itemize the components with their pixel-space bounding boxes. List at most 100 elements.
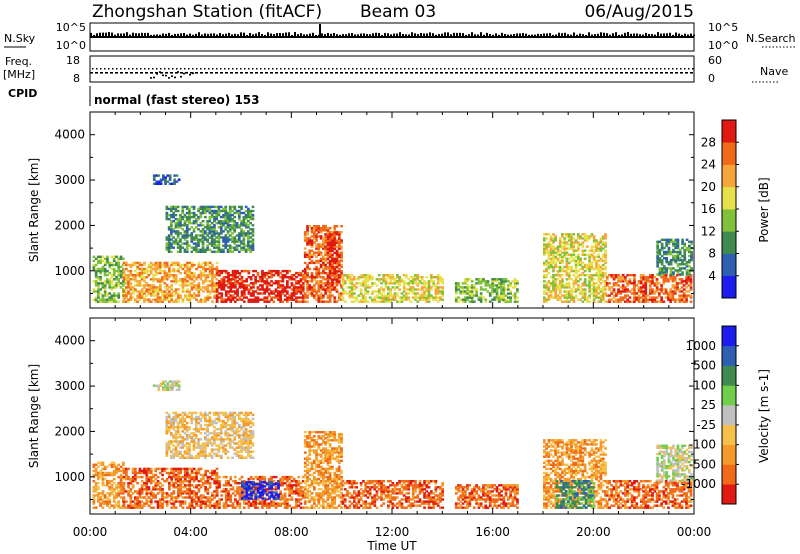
echo-cell [658,257,662,260]
echo-cell [288,278,291,281]
echo-cell [608,286,611,289]
echo-cell [547,241,551,244]
echo-cell [380,300,383,303]
echo-cell [646,276,650,279]
echo-cell [217,220,221,223]
echo-cell [152,176,156,179]
echo-cell [115,465,118,469]
echo-cell [592,257,596,260]
echo-cell [231,294,235,297]
nsky-bar [252,34,254,36]
nave-dot [690,72,693,74]
echo-cell [154,488,158,491]
echo-cell [251,232,255,235]
echo-cell [122,502,126,505]
echo-cell [236,294,239,297]
echo-cell [251,228,255,231]
echo-cell [493,298,497,301]
echo-cell [656,265,659,268]
echo-cell [350,284,354,287]
echo-cell [683,252,687,256]
echo-cell [183,242,187,245]
echo-cell [131,486,135,489]
echo-cell [174,226,178,229]
echo-cell [238,215,241,219]
echo-cell [667,238,671,241]
echo-cell [190,215,194,219]
nsky-bar [201,34,203,36]
echo-cell [140,490,144,493]
echo-cell [653,298,657,301]
echo-cell [608,298,611,301]
echo-cell [101,471,105,475]
echo-cell [669,250,673,254]
echo-cell [245,286,248,289]
freq-dot [644,68,646,70]
echo-cell [279,296,282,299]
echo-cell [328,227,332,230]
echo-cell [556,274,560,277]
echo-cell [244,224,248,227]
nave-dot [310,72,313,74]
echo-cell [409,288,413,291]
freq-dot [296,68,298,70]
echo-cell [579,235,582,238]
echo-cell [565,271,569,275]
echo-cell [685,246,689,250]
echo-cell [570,294,573,297]
echo-cell [678,273,682,276]
echo-cell [364,298,367,301]
nsky-bar [636,33,638,36]
freq-dot [220,68,222,70]
echo-cell [676,284,679,287]
echo-cell [604,274,607,277]
echo-cell [507,284,510,287]
echo-cell [567,286,571,289]
echo-cell [660,296,663,299]
echo-cell [427,284,431,287]
echo-cell [247,238,250,241]
echo-cell [228,224,232,227]
echo-cell [498,296,501,299]
echo-cell [567,282,571,285]
echo-cell [179,484,182,487]
echo-cell [393,288,397,291]
echo-cell [210,205,214,209]
echo-cell [222,288,226,291]
nsky-bar [675,32,677,36]
echo-cell [197,263,201,267]
echo-cell [254,280,257,283]
echo-cell [570,259,573,263]
echo-cell [673,298,677,301]
echo-cell [663,257,666,260]
nsky-bar [462,33,464,36]
echo-cell [590,255,594,258]
nave-dot [655,72,658,74]
echo-cell [579,298,582,301]
echo-cell [161,294,164,297]
echo-cell [270,271,273,275]
echo-cell [199,211,203,215]
echo-cell [224,246,228,249]
echo-cell [466,280,469,283]
echo-cell [322,247,325,250]
echo-cell [335,270,339,273]
echo-cell [549,276,553,279]
echo-cell [195,288,198,291]
echo-cell [414,278,417,281]
echo-cell [199,271,203,275]
echo-cell [234,269,237,273]
echo-cell [97,477,100,481]
echo-cell [326,267,330,271]
echo-cell [663,269,666,272]
echo-cell [504,280,508,283]
echo-cell [310,229,314,232]
echo-cell [554,284,557,287]
echo-cell [375,296,379,299]
echo-cell [206,276,210,279]
echo-cell [186,475,189,479]
echo-cell [251,230,255,233]
echo-cell [179,278,182,281]
nsky-bar [567,34,569,36]
echo-cell [172,263,176,267]
